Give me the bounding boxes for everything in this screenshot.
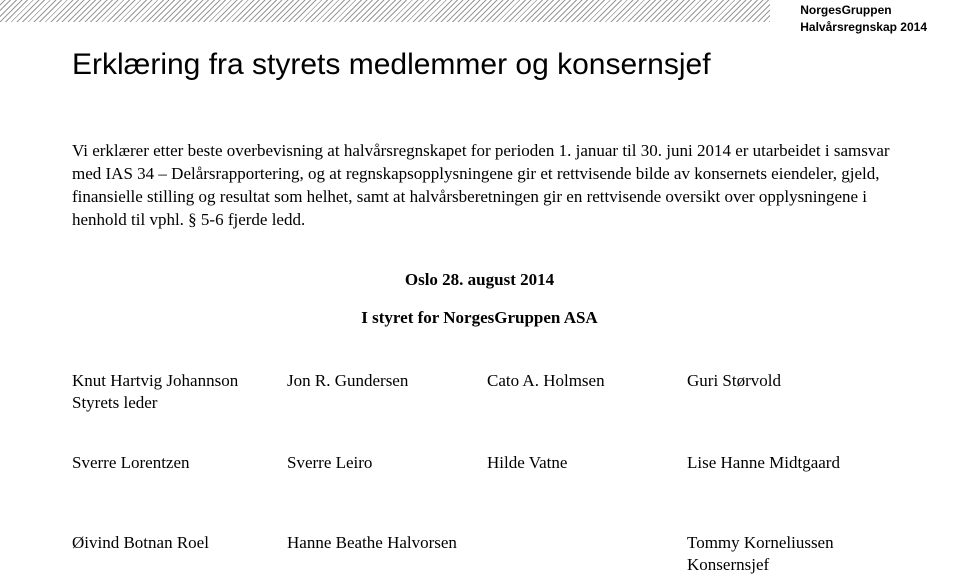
signer-name: Lise Hanne Midtgaard (687, 453, 840, 472)
signer-name: Tommy Korneliussen (687, 533, 834, 552)
signer-name: Hanne Beathe Halvorsen (287, 533, 457, 552)
signer-name: Hilde Vatne (487, 453, 567, 472)
signer-cell: Hilde Vatne (487, 452, 687, 474)
signer-role: Styrets leder (72, 393, 157, 412)
signer-name: Cato A. Holmsen (487, 371, 605, 390)
board-line: I styret for NorgesGruppen ASA (0, 308, 959, 328)
signer-name: Jon R. Gundersen (287, 371, 408, 390)
report-name: Halvårsregnskap 2014 (800, 19, 927, 36)
signer-cell: Jon R. Gundersen (287, 370, 487, 392)
header-right: NorgesGruppen Halvårsregnskap 2014 (800, 2, 927, 36)
signer-name: Sverre Lorentzen (72, 453, 190, 472)
signers-row-1: Knut Hartvig Johannson Styrets leder Jon… (72, 370, 897, 414)
signer-name: Knut Hartvig Johannson (72, 371, 238, 390)
header-hatch-pattern (0, 0, 770, 22)
signer-name: Sverre Leiro (287, 453, 372, 472)
signer-name: Guri Størvold (687, 371, 781, 390)
signer-cell: Cato A. Holmsen (487, 370, 687, 392)
signer-cell: Guri Størvold (687, 370, 897, 392)
signer-role: Konsernsjef (687, 555, 769, 574)
signer-cell: Sverre Leiro (287, 452, 487, 474)
signer-name: Øivind Botnan Roel (72, 533, 209, 552)
signer-cell: Hanne Beathe Halvorsen (287, 532, 487, 554)
declaration-paragraph: Vi erklærer etter beste overbevisning at… (72, 140, 902, 232)
signer-cell: Sverre Lorentzen (72, 452, 287, 474)
company-name: NorgesGruppen (800, 2, 927, 19)
signer-cell: Tommy Korneliussen Konsernsjef (687, 532, 897, 576)
date-line: Oslo 28. august 2014 (0, 270, 959, 290)
signers-row-3: Øivind Botnan Roel Hanne Beathe Halvorse… (72, 532, 897, 576)
page-title: Erklæring fra styrets medlemmer og konse… (72, 48, 711, 82)
signers-row-2: Sverre Lorentzen Sverre Leiro Hilde Vatn… (72, 452, 897, 474)
signer-cell: Knut Hartvig Johannson Styrets leder (72, 370, 287, 414)
signer-cell: Øivind Botnan Roel (72, 532, 287, 554)
signer-cell: Lise Hanne Midtgaard (687, 452, 897, 474)
